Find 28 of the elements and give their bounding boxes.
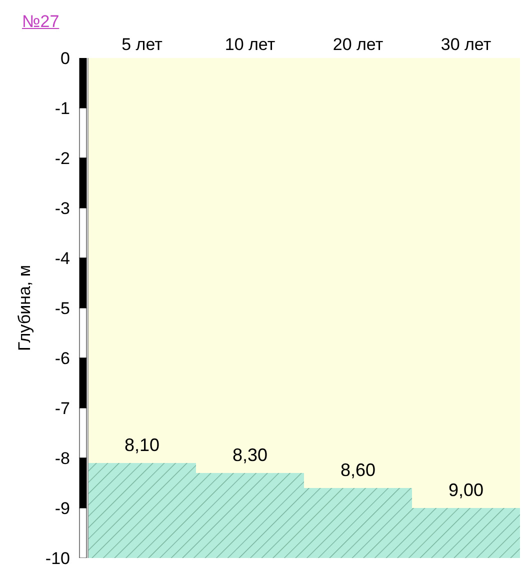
bar [304, 58, 412, 488]
y-axis-title: Глубина, м [15, 264, 34, 352]
annotation: 8,30 [232, 445, 268, 465]
y-tick-label: -1 [54, 99, 70, 118]
y-tick-label: -4 [54, 249, 70, 268]
x-tick-label: 20 лет [332, 35, 384, 54]
bar [412, 58, 520, 508]
y-tick-label: -6 [54, 349, 70, 368]
y-tick-label: -10 [45, 549, 70, 568]
bar [196, 58, 304, 473]
y-tick-label: -9 [54, 499, 70, 518]
x-tick-label: 10 лет [224, 35, 276, 54]
annotation: 8,10 [124, 435, 160, 455]
y-tick-label: 0 [60, 49, 70, 68]
y-tick-label: -8 [54, 449, 70, 468]
bar [412, 508, 520, 558]
annotation: 8,60 [340, 460, 376, 480]
bar [304, 488, 412, 558]
y-tick-label: -7 [54, 399, 70, 418]
annotation: 9,00 [448, 480, 484, 500]
bar [88, 58, 196, 463]
y-tick-label: -3 [54, 199, 70, 218]
x-tick-label: 5 лет [122, 35, 163, 54]
y-tick-label: -5 [54, 299, 70, 318]
x-tick-label: 30 лет [440, 35, 492, 54]
bar [196, 473, 304, 558]
chart-title: №27 [22, 12, 60, 32]
y-tick-label: -2 [54, 149, 70, 168]
